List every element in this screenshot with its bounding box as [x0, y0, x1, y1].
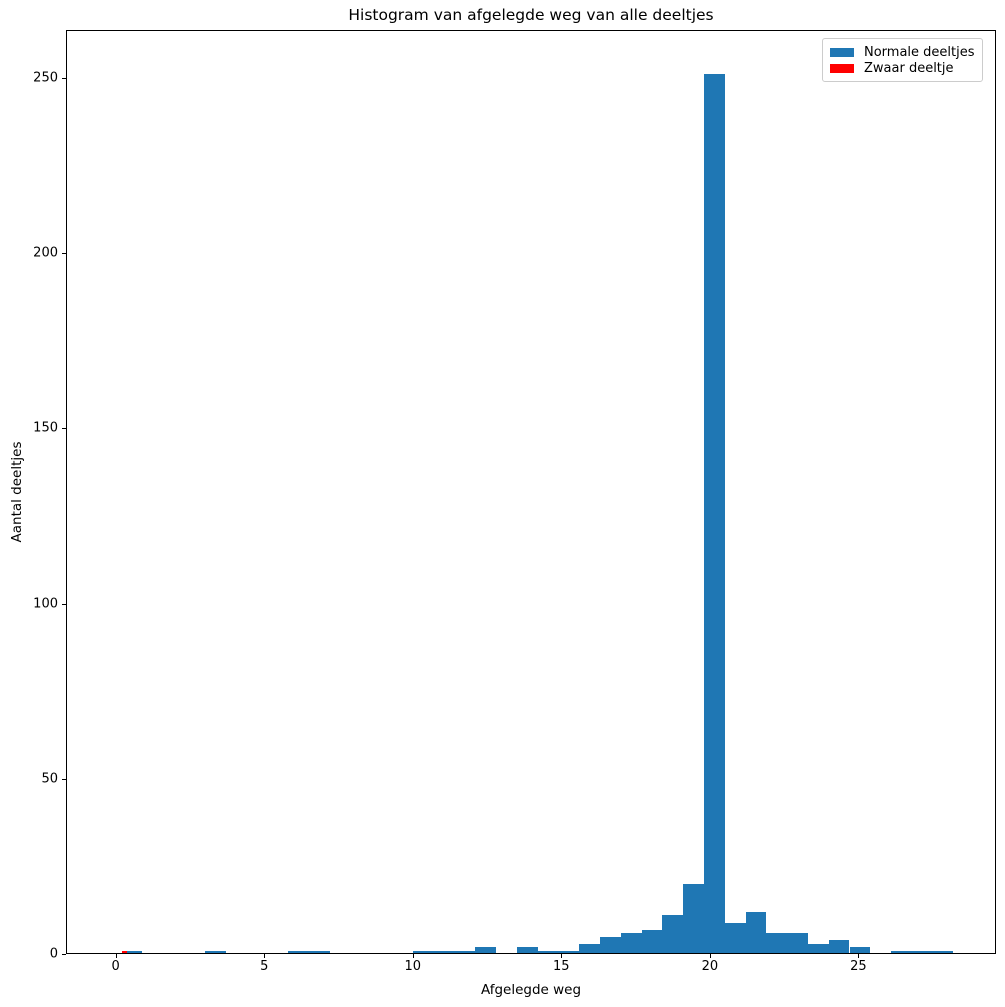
- y-tick-label: 250: [33, 70, 58, 86]
- x-tick-label: 0: [111, 959, 120, 974]
- histogram-bar-normal: [662, 915, 684, 954]
- x-axis-label: Afgelegde weg: [480, 982, 582, 998]
- histogram-bar-normal: [683, 883, 704, 954]
- x-tick-label: 25: [850, 959, 867, 974]
- y-tick-label: 100: [33, 596, 58, 611]
- histogram-bar-normal: [288, 950, 309, 954]
- x-tick: [561, 954, 563, 958]
- histogram-bar-normal: [807, 943, 829, 954]
- x-tick: [115, 954, 117, 958]
- y-tick: [62, 428, 66, 430]
- histogram-bar-normal: [932, 950, 954, 954]
- histogram-bar-normal: [745, 911, 767, 954]
- histogram-bar-normal: [433, 950, 455, 954]
- legend-swatch-normal: [830, 47, 854, 57]
- histogram-bar-normal: [766, 933, 788, 954]
- y-tick-label: 200: [33, 245, 58, 261]
- histogram-bar-normal: [475, 947, 496, 954]
- histogram-bar-normal: [579, 943, 600, 954]
- x-tick: [858, 954, 860, 958]
- histogram-bar-normal: [828, 940, 850, 954]
- legend-swatch-heavy: [830, 63, 854, 73]
- legend-label-normal: Normale deeltjes: [864, 44, 975, 60]
- histogram-bar-normal: [849, 947, 871, 954]
- y-axis-label: Aantal deeltjes: [9, 441, 25, 543]
- histogram-bar-normal: [704, 74, 725, 954]
- histogram-bar-normal: [724, 922, 746, 954]
- y-tick: [62, 954, 66, 955]
- histogram-bar-normal: [204, 950, 226, 954]
- histogram-bar-normal: [558, 950, 580, 954]
- y-tick: [62, 252, 66, 254]
- legend: Normale deeltjes Zwaar deeltje: [822, 38, 983, 82]
- histogram-bar-normal: [787, 933, 808, 954]
- y-tick-label: 50: [41, 771, 58, 787]
- histogram-bar-normal: [891, 950, 912, 954]
- histogram-bar-heavy: [121, 950, 127, 954]
- y-tick-label: 150: [33, 420, 58, 436]
- histogram-bar-normal: [620, 933, 642, 954]
- x-tick: [709, 954, 711, 958]
- histogram-bar-normal: [308, 950, 330, 954]
- histogram-bar-normal: [600, 936, 621, 954]
- histogram-bar-normal: [911, 950, 933, 954]
- x-tick-label: 15: [553, 959, 570, 974]
- histogram-bar-normal: [537, 950, 559, 954]
- legend-label-heavy: Zwaar deeltje: [864, 60, 954, 76]
- x-tick: [264, 954, 266, 958]
- plot-frame: [66, 30, 996, 954]
- legend-item-normal: Normale deeltjes: [830, 44, 975, 60]
- histogram-bar-normal: [454, 950, 476, 954]
- y-tick: [62, 603, 66, 605]
- x-tick-label: 20: [701, 959, 719, 974]
- histogram-bar-normal: [516, 947, 538, 954]
- y-tick: [62, 778, 66, 780]
- plot-area: 0 5 10 15 20 25 0 50 100 150 200 250 Normale deeltj…: [33, 30, 996, 974]
- chart-title: Histogram van afgelegde weg van alle dee…: [348, 6, 714, 24]
- legend-item-heavy: Zwaar deeltje: [830, 60, 975, 76]
- histogram-bar-normal: [641, 929, 663, 954]
- histogram-bar-normal: [121, 950, 143, 954]
- x-tick-label: 5: [260, 959, 269, 974]
- x-tick-label: 10: [404, 959, 422, 974]
- histogram-bar-normal: [412, 950, 434, 954]
- x-tick: [412, 954, 414, 958]
- y-tick-label: 0: [49, 946, 58, 962]
- y-tick: [62, 77, 66, 79]
